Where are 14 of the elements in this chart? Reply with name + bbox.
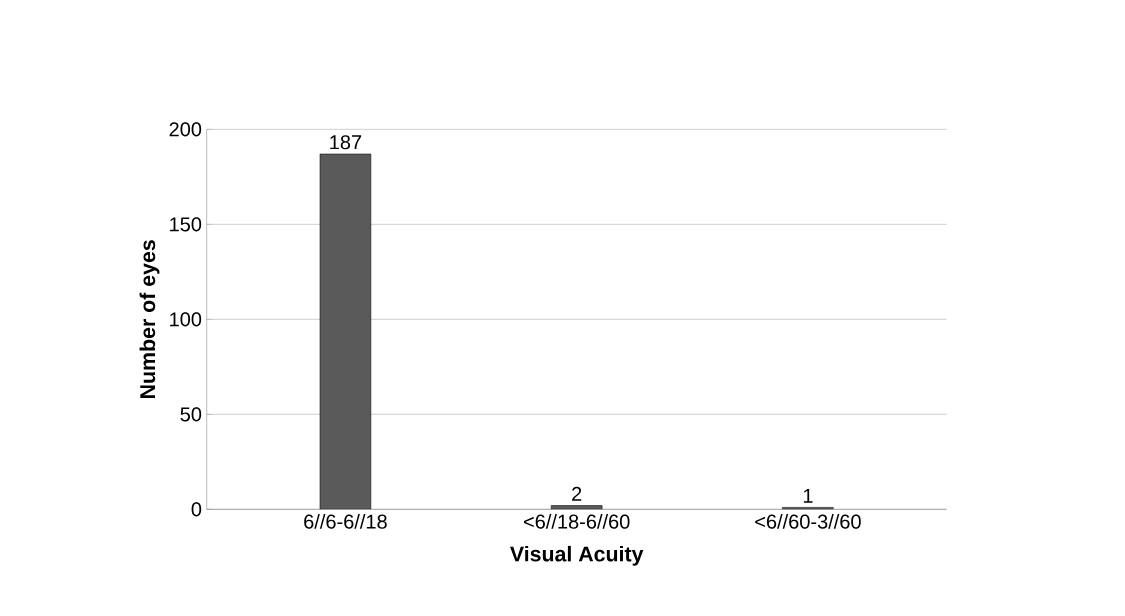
y-tick-label: 150 bbox=[170, 217, 202, 232]
x-axis-title: Visual Acuity bbox=[510, 545, 644, 566]
data-label: 187 bbox=[330, 135, 362, 150]
x-tick-label: <6//60-3//60 bbox=[755, 514, 861, 529]
x-tick-label: 6//6-6//18 bbox=[304, 514, 387, 529]
data-label: 2 bbox=[572, 486, 582, 501]
x-tick-label: <6//18-6//60 bbox=[524, 514, 630, 529]
data-label: 1 bbox=[803, 488, 813, 503]
bar bbox=[319, 153, 372, 510]
y-tick-label: 100 bbox=[170, 312, 202, 327]
y-tick-label: 50 bbox=[180, 407, 202, 422]
y-tick-label: 200 bbox=[169, 122, 202, 137]
y-tick-label: 0 bbox=[191, 502, 202, 517]
y-axis-title: Number of eyes bbox=[139, 240, 160, 398]
